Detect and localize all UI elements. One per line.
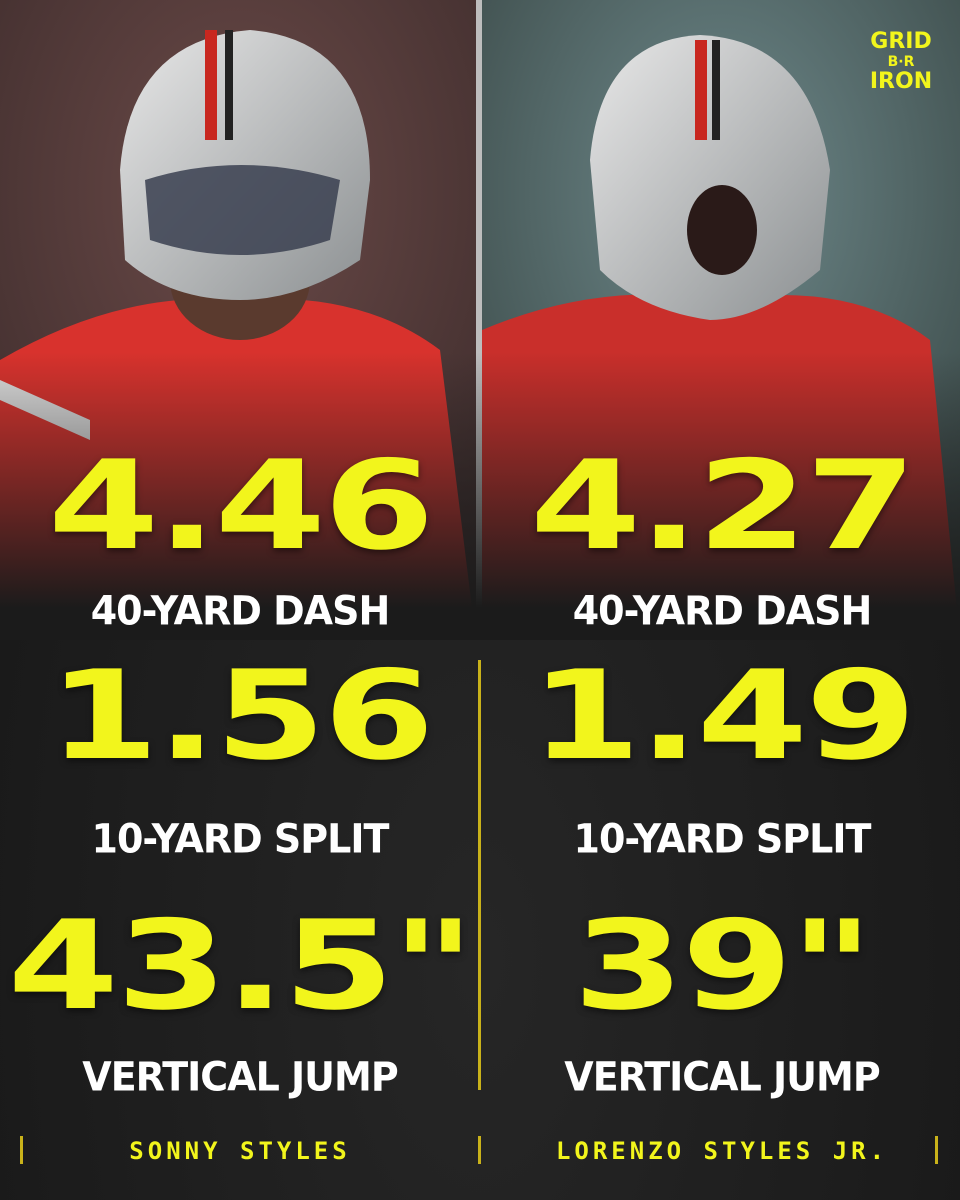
stat-value: 39" xyxy=(572,895,874,1038)
stat-label: 10-YARD SPLIT xyxy=(91,815,390,863)
divider xyxy=(478,660,481,1090)
tick xyxy=(935,1136,938,1164)
player-name: SONNY STYLES xyxy=(129,1137,351,1165)
logo-text: GRID xyxy=(870,29,932,54)
stat-label: VERTICAL JUMP xyxy=(564,1053,880,1101)
stat-value: 43.5" xyxy=(7,895,475,1038)
player-photos xyxy=(0,0,960,640)
logo: GRID B·R IRON xyxy=(866,30,936,94)
stat-value: 1.49 xyxy=(529,645,917,788)
stat-label: 10-YARD SPLIT xyxy=(573,815,872,863)
player-name: LORENZO STYLES JR. xyxy=(555,1137,889,1165)
logo-text: IRON xyxy=(869,69,933,94)
stat-label: 40-YARD DASH xyxy=(90,587,391,635)
stat-value: 4.27 xyxy=(529,435,917,578)
stat-value: 4.46 xyxy=(47,435,435,578)
tick xyxy=(478,1136,481,1164)
stat-label: 40-YARD DASH xyxy=(572,587,873,635)
stat-value: 1.56 xyxy=(47,645,435,788)
logo-text: B·R xyxy=(887,54,915,70)
stat-label: VERTICAL JUMP xyxy=(82,1053,398,1101)
tick xyxy=(20,1136,23,1164)
